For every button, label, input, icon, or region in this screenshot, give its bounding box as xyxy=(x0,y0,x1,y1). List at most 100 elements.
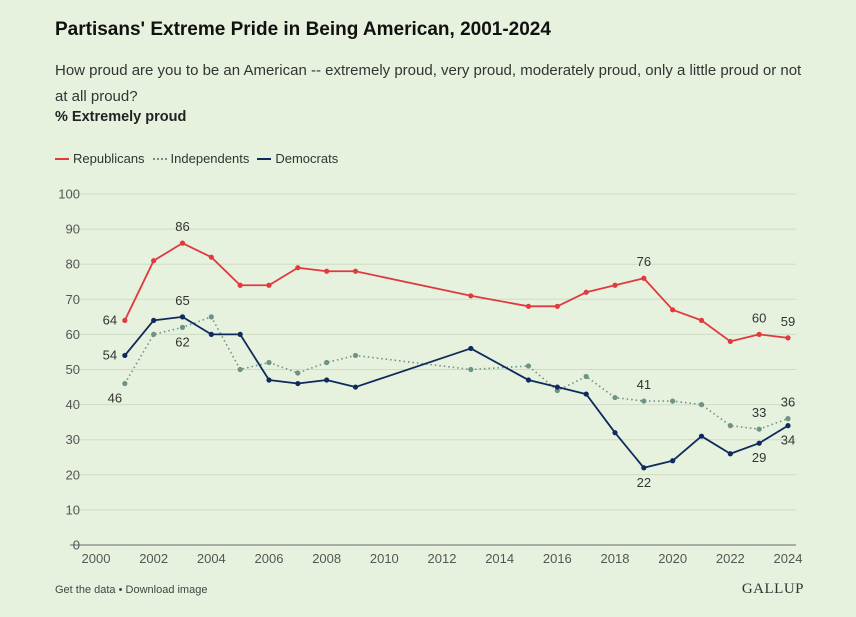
data-point-independents-2021 xyxy=(698,402,705,408)
data-point-democrats-2004 xyxy=(208,331,214,337)
data-label-republicans-2003: 86 xyxy=(175,219,189,234)
y-tick-label-100: 100 xyxy=(58,187,80,202)
x-tick-label-2016: 2016 xyxy=(543,551,572,566)
data-point-democrats-2006 xyxy=(266,377,272,383)
data-label-independents-2019: 41 xyxy=(637,377,651,392)
x-tick-label-2012: 2012 xyxy=(428,551,457,566)
data-label-independents-2003: 62 xyxy=(175,334,189,349)
data-point-independents-2024 xyxy=(785,416,791,422)
data-point-independents-2003 xyxy=(179,324,186,330)
y-tick-label-50: 50 xyxy=(66,362,80,377)
legend-item-independents[interactable]: Independents xyxy=(152,151,250,166)
y-tick-label-0: 0 xyxy=(73,538,80,553)
x-tick-label-2006: 2006 xyxy=(255,551,284,566)
data-point-democrats-2018 xyxy=(612,430,618,436)
data-point-independents-2018 xyxy=(612,394,618,401)
chart-legend: Republicans Independents Democrats xyxy=(55,151,346,166)
data-point-democrats-2008 xyxy=(324,377,330,383)
x-tick-label-2022: 2022 xyxy=(716,551,745,566)
data-label-democrats-2024: 34 xyxy=(781,433,795,448)
legend-label-independents: Independents xyxy=(170,151,250,166)
data-point-republicans-2018 xyxy=(612,282,618,288)
data-point-republicans-2016 xyxy=(554,303,560,309)
data-point-democrats-2005 xyxy=(237,331,243,337)
legend-label-republicans: Republicans xyxy=(73,151,145,166)
data-point-democrats-2021 xyxy=(698,433,705,439)
data-point-republicans-2015 xyxy=(525,303,532,309)
data-point-republicans-2004 xyxy=(208,254,214,260)
data-point-democrats-2016 xyxy=(554,384,560,390)
data-point-democrats-2007 xyxy=(295,380,301,387)
legend-swatch-independents xyxy=(152,157,167,160)
y-tick-label-90: 90 xyxy=(66,222,80,237)
data-point-democrats-2009 xyxy=(352,384,359,390)
data-point-republicans-2024 xyxy=(785,335,791,341)
data-point-independents-2001 xyxy=(122,380,128,387)
data-point-independents-2022 xyxy=(727,423,733,429)
chart-measure-label: % Extremely proud xyxy=(55,109,187,125)
data-point-democrats-2020 xyxy=(670,458,676,464)
get-data-link[interactable]: Get the data xyxy=(55,584,116,596)
data-point-republicans-2022 xyxy=(727,338,733,345)
legend-swatch-republicans xyxy=(55,157,69,160)
legend-swatch-democrats xyxy=(257,157,272,160)
x-tick-label-2020: 2020 xyxy=(658,551,687,566)
series-line-independents xyxy=(124,316,789,430)
data-label-republicans-2019: 76 xyxy=(637,254,651,269)
data-label-republicans-2024: 59 xyxy=(781,314,795,329)
data-point-republicans-2005 xyxy=(237,282,243,288)
footer-separator: • xyxy=(115,584,126,596)
x-tick-label-2008: 2008 xyxy=(312,551,341,566)
data-point-republicans-2013 xyxy=(468,293,474,299)
legend-item-democrats[interactable]: Democrats xyxy=(257,151,338,166)
data-point-independents-2005 xyxy=(237,366,243,373)
y-tick-label-40: 40 xyxy=(66,397,80,412)
data-point-independents-2013 xyxy=(468,366,474,373)
y-tick-label-70: 70 xyxy=(66,292,80,307)
y-tick-label-10: 10 xyxy=(66,502,80,517)
data-point-republicans-2009 xyxy=(352,268,359,274)
legend-label-democrats: Democrats xyxy=(275,151,339,166)
data-point-independents-2009 xyxy=(352,352,359,359)
data-label-republicans-2023: 60 xyxy=(752,310,766,325)
chart-title: Partisans' Extreme Pride in Being Americ… xyxy=(55,19,551,40)
data-point-democrats-2013 xyxy=(468,345,474,352)
data-point-independents-2023 xyxy=(756,426,762,432)
series-line-democrats xyxy=(124,315,789,469)
data-label-democrats-2019: 22 xyxy=(637,475,651,490)
x-tick-label-2014: 2014 xyxy=(485,551,514,566)
data-point-republicans-2007 xyxy=(295,265,301,271)
data-point-republicans-2006 xyxy=(266,282,272,288)
series-line-republicans xyxy=(124,242,789,343)
legend-item-republicans[interactable]: Republicans xyxy=(55,151,145,166)
x-tick-label-2004: 2004 xyxy=(197,551,226,566)
data-point-democrats-2015 xyxy=(525,377,532,383)
y-tick-label-60: 60 xyxy=(66,327,80,342)
x-tick-label-2018: 2018 xyxy=(601,551,630,566)
data-point-democrats-2001 xyxy=(122,352,128,359)
data-point-democrats-2024 xyxy=(785,423,791,429)
data-point-republicans-2023 xyxy=(756,331,762,337)
data-point-democrats-2003 xyxy=(179,314,186,320)
data-point-democrats-2023 xyxy=(756,440,762,446)
data-label-democrats-2003: 65 xyxy=(175,293,189,308)
data-point-republicans-2008 xyxy=(324,268,330,274)
download-image-link[interactable]: Download image xyxy=(125,584,208,596)
x-tick-label-2024: 2024 xyxy=(774,551,803,566)
y-tick-label-80: 80 xyxy=(66,257,80,272)
data-point-democrats-2019 xyxy=(641,465,647,471)
data-point-independents-2019 xyxy=(641,398,647,404)
gallup-logo: GALLUP xyxy=(741,581,804,597)
data-point-republicans-2017 xyxy=(583,289,589,295)
y-tick-label-30: 30 xyxy=(66,432,80,447)
x-tick-label-2000: 2000 xyxy=(82,551,111,566)
data-point-democrats-2022 xyxy=(727,451,733,457)
footer-links: Get the data • Download image xyxy=(55,584,207,596)
data-point-democrats-2002 xyxy=(151,317,157,323)
data-point-republicans-2002 xyxy=(151,258,157,264)
chart-subtitle: How proud are you to be an American -- e… xyxy=(55,62,802,105)
data-label-republicans-2001: 64 xyxy=(103,312,117,327)
data-point-independents-2015 xyxy=(525,363,532,369)
data-point-democrats-2017 xyxy=(583,391,589,397)
data-label-independents-2024: 36 xyxy=(781,395,795,410)
